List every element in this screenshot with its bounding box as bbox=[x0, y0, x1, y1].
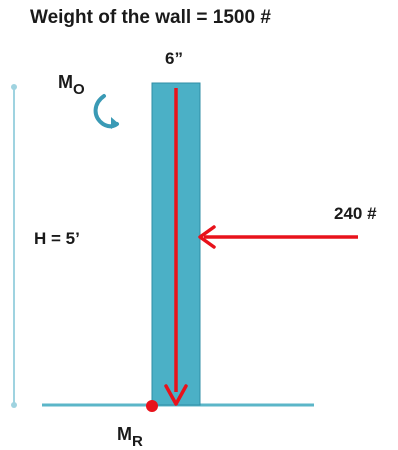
wall-height-label: H = 5’ bbox=[34, 229, 80, 248]
horizontal-force-arrow-head bbox=[198, 225, 216, 249]
wall-thickness-label: 6” bbox=[165, 49, 183, 68]
overturning-moment-subscript: O bbox=[73, 81, 85, 98]
overturning-moment-symbol: M bbox=[58, 72, 73, 92]
resisting-moment-symbol: M bbox=[117, 424, 132, 444]
pivot-point bbox=[146, 400, 158, 412]
moment-curved-arrow-icon bbox=[93, 94, 119, 129]
height-dimension-top-dot bbox=[11, 84, 17, 90]
overturning-moment-label: MO bbox=[58, 72, 85, 97]
resisting-moment-label: MR bbox=[117, 424, 143, 449]
height-dimension-bottom-dot bbox=[11, 402, 17, 408]
diagram-title: Weight of the wall = 1500 # bbox=[30, 7, 271, 28]
resisting-moment-subscript: R bbox=[132, 433, 143, 450]
weight-arrow-head bbox=[164, 384, 188, 406]
horizontal-force-label: 240 # bbox=[334, 204, 377, 223]
